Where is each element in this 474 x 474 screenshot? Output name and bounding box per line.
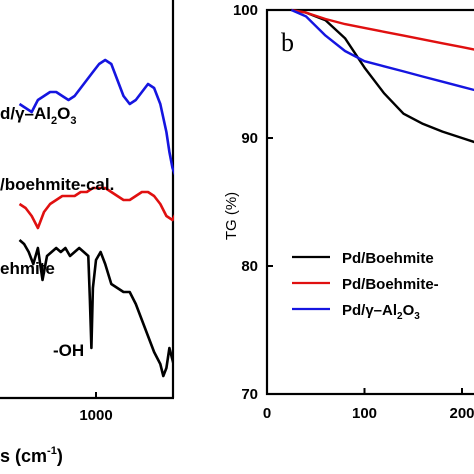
spectrum-line-pd-boehmite: [18, 239, 174, 378]
spectra-x-tick-label: 1000: [79, 407, 112, 424]
spectra-series-label-boehmite: ehmite: [0, 259, 55, 278]
tg-line-pd-al2o3: [290, 8, 474, 92]
tg-legend-label-alumina: Pd/γ–Al2O3: [342, 302, 420, 322]
spectra-x-ticks: 1000: [79, 392, 113, 424]
spectra-series-label-alumina: d/γ–Al2O3: [0, 104, 77, 127]
tg-y-tick-label: 70: [241, 386, 258, 403]
spectrum-line-pd-boehmite-cal: [18, 186, 174, 230]
tg-y-tick-label: 100: [233, 2, 258, 19]
spectrum-line-pd-al2o3: [18, 58, 174, 176]
tg-lines: [290, 8, 474, 144]
tg-panel: 70 80 90 100 0 100 200 b TG (%) Pd/Boehmite Pd…: [223, 2, 474, 422]
tg-y-axis-title: TG (%): [223, 192, 240, 240]
tg-legend-label-boehmite: Pd/Boehmite: [342, 250, 434, 267]
spectra-x-axis-title: s (cm-1): [0, 445, 63, 466]
tg-y-tick-label: 80: [241, 258, 258, 275]
spectra-panel: 1000 d/γ–Al2O3 /boehmite-cal. ehmite -OH…: [0, 0, 175, 466]
tg-legend: Pd/Boehmite Pd/Boehmite- Pd/γ–Al2O3: [292, 250, 439, 322]
tg-line-pd-boehmite-cal: [291, 8, 474, 51]
tg-legend-label-boehmite-cal: Pd/Boehmite-: [342, 276, 439, 293]
tg-x-tick-label: 200: [449, 405, 474, 422]
tg-x-tick-label: 100: [352, 405, 377, 422]
tg-plot-frame: [265, 8, 474, 396]
tg-axis-ticks: 70 80 90 100 0 100 200: [233, 2, 474, 422]
tg-y-tick-label: 90: [241, 130, 258, 147]
tg-x-tick-label: 0: [263, 405, 271, 422]
spectra-series-label-boehmite-cal: /boehmite-cal.: [0, 175, 114, 194]
spectra-oh-annotation: -OH: [53, 341, 84, 360]
tg-panel-letter: b: [281, 28, 294, 57]
spectra-lines: [18, 58, 174, 378]
